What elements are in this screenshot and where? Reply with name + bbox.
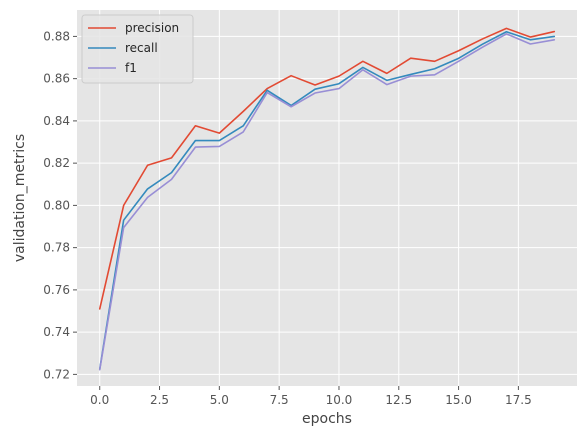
y-tick-label: 0.82	[43, 156, 70, 170]
legend: precision recall f1	[81, 14, 194, 84]
x-tick-label: 15.0	[445, 393, 472, 407]
x-axis-title: epochs	[302, 411, 352, 427]
grid	[77, 10, 577, 386]
y-tick-label: 0.78	[43, 241, 70, 255]
series-line-f1	[98, 33, 556, 371]
x-ticks: 0.0 2.5 5.0 7.5 10.0 12.5 15.0 17.5	[90, 386, 532, 407]
legend-box	[81, 14, 194, 84]
y-tick-label: 0.86	[43, 72, 70, 86]
y-tick-label: 0.88	[43, 29, 70, 43]
x-tick-label: 10.0	[326, 393, 353, 407]
y-tick-label: 0.80	[43, 198, 70, 212]
y-ticks: 0.72 0.74 0.76 0.78 0.80 0.82 0.84 0.86 0.88	[43, 29, 77, 381]
y-tick-label: 0.84	[43, 114, 70, 128]
x-tick-label: 5.0	[210, 393, 229, 407]
y-tick-label: 0.72	[43, 367, 70, 381]
x-tick-label: 12.5	[385, 393, 412, 407]
x-tick-label: 0.0	[90, 393, 109, 407]
x-tick-label: 7.5	[270, 393, 289, 407]
series-line-precision	[98, 27, 556, 310]
legend-label-precision: precision	[125, 21, 179, 35]
series-line-recall	[98, 30, 556, 370]
y-tick-label: 0.74	[43, 325, 70, 339]
x-tick-label: 17.5	[505, 393, 532, 407]
legend-label-f1: f1	[125, 61, 137, 75]
series-layer	[98, 27, 556, 371]
y-axis-title: validation_metrics	[12, 134, 28, 262]
legend-label-recall: recall	[125, 41, 158, 55]
x-tick-label: 2.5	[150, 393, 169, 407]
y-tick-label: 0.76	[43, 283, 70, 297]
